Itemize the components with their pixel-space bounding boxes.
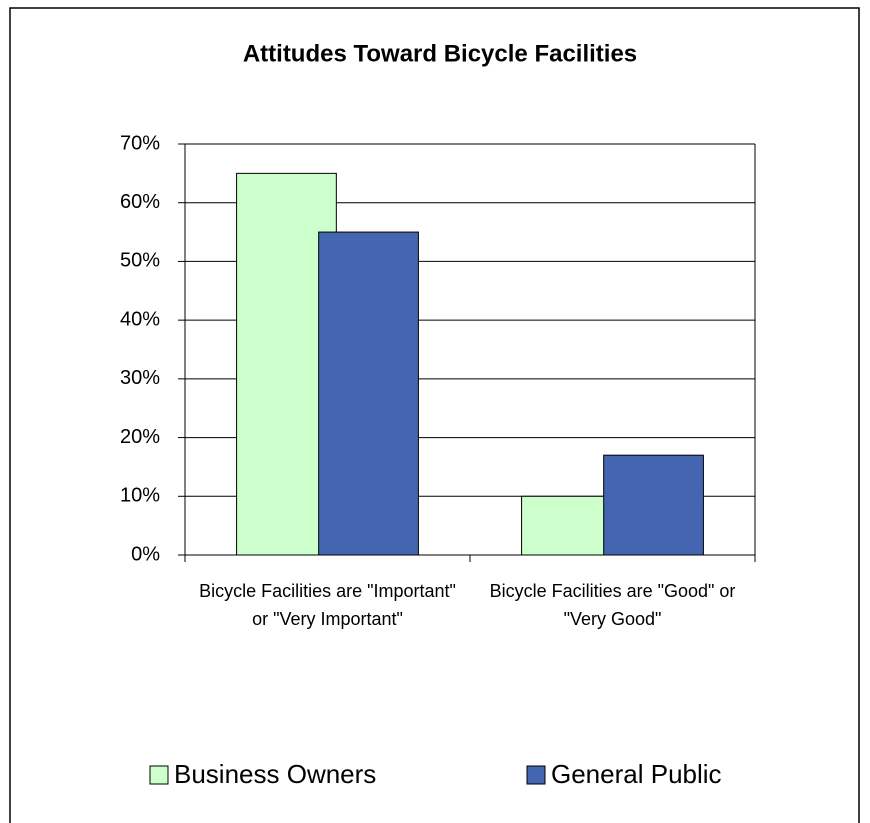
y-tick-label: 0% <box>131 543 160 565</box>
legend-swatch <box>526 765 546 785</box>
x-tick-label: Bicycle Facilities are "Good" or "Very G… <box>489 581 736 629</box>
legend-label: Business Owners <box>174 759 376 789</box>
bar <box>603 454 704 556</box>
chart-title: Attitudes Toward Bicycle Facilities <box>243 40 637 67</box>
y-tick-label: 70% <box>120 132 160 154</box>
chart-frame <box>9 7 860 823</box>
y-tick-label: 60% <box>120 191 160 213</box>
y-tick-label: 30% <box>120 367 160 389</box>
y-tick-label: 20% <box>120 426 160 448</box>
y-tick-label: 10% <box>120 485 160 507</box>
bar <box>318 231 419 556</box>
y-tick-label: 50% <box>120 250 160 272</box>
y-tick-label: 40% <box>120 308 160 330</box>
x-tick-label: Bicycle Facilities are "Important" or "V… <box>199 581 456 629</box>
legend-swatch <box>149 765 169 785</box>
legend-label: General Public <box>551 759 722 789</box>
